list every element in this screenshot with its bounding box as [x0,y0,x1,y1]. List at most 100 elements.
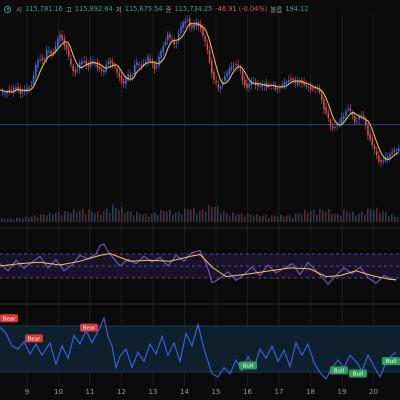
volume-label: 볼륨 [270,6,283,14]
candle-body [127,74,129,81]
candle-body [24,90,26,92]
volume-bar [268,217,270,222]
candle-body [8,89,11,92]
volume-bar [127,210,129,222]
candle-body [103,69,105,73]
volume-bar [133,215,135,222]
candle-body [129,74,132,78]
volume-bar [310,211,312,222]
volume-bar [313,209,315,222]
x-tick-label: 15 [212,388,221,396]
candle-body [230,66,233,70]
candle-body [131,75,134,77]
volume-bar [106,208,108,222]
candle-body [296,81,299,85]
candle-body [345,111,347,116]
candle-body [323,98,325,110]
candle-body [358,115,360,120]
volume-bar [157,215,159,222]
candle-body [142,63,145,65]
x-tick-label: 9 [25,388,29,396]
volume-bar [373,210,375,222]
candle-body [290,78,292,81]
candle-body [340,117,343,124]
volume-bar [196,213,198,222]
volume-bar [259,216,261,222]
volume-bar [172,214,174,222]
volume-bar [28,217,30,222]
volume-bar [142,214,144,222]
candle-body [151,61,154,65]
volume-bar [304,210,306,222]
bull-signal-label: Bull [243,363,254,369]
volume-bar [355,215,357,222]
volume-bar [307,213,309,222]
volume-bar [286,215,288,222]
moving-average [0,23,399,161]
candle-body [391,152,393,154]
candle-body [307,86,310,88]
volume-bar [145,213,147,222]
candle-body [180,26,182,33]
candle-body [329,119,332,126]
candle-body [224,76,226,81]
volume-bar [112,204,114,222]
volume-bar [76,212,78,222]
candle-body [160,50,162,59]
volume-bar [295,213,297,222]
oscillator-signal-line [0,252,396,280]
volume-bar [322,210,324,222]
volume-bar [367,208,369,222]
volume-bar [94,213,96,222]
candle-body [226,72,228,77]
volume-bar [256,214,258,222]
candle-body [74,70,77,73]
candle-body [398,148,400,152]
volume-bar [361,211,363,222]
volume-bar [124,212,126,222]
candle-body [246,83,248,88]
candle-body [244,79,246,86]
bear-signal-label: Bear [83,326,97,332]
close-value: 115,734.25 [174,5,213,13]
candle-body [81,61,83,65]
candle-body [98,65,101,70]
volume-bar [382,211,384,222]
candle-body [389,153,391,158]
candle-body [50,51,52,54]
candle-body [371,138,374,145]
oscillator [0,243,397,285]
candle-body [109,60,112,64]
volume-bar [184,208,186,222]
bull-signal-box [349,369,367,378]
volume-bar [217,205,219,222]
candle-body [79,62,81,70]
candle-body [219,86,222,89]
candle-body [257,83,259,87]
candle-body [10,90,13,92]
candle-body [351,112,354,115]
volume-bar [190,209,192,222]
x-tick-label: 19 [338,388,347,396]
candle-body [303,82,305,85]
candle-body [285,81,288,84]
volume-bar [97,211,99,222]
volume-bar [88,209,90,222]
volume-bar [148,216,150,222]
candle-body [347,109,349,111]
candle-body [233,65,235,67]
volume-bar [25,216,27,222]
volume-bar [376,207,378,222]
volume-bar [43,214,45,222]
candle-body [136,61,138,66]
candle-body [367,125,369,136]
volume-bar [61,215,63,222]
candle-body [156,65,158,68]
candle-body [39,58,41,61]
bull-signal-box [239,361,257,370]
candle-body [72,65,74,72]
candle-body [369,133,371,140]
candle-body [173,40,176,45]
open-value: 115,781.16 [25,5,63,13]
